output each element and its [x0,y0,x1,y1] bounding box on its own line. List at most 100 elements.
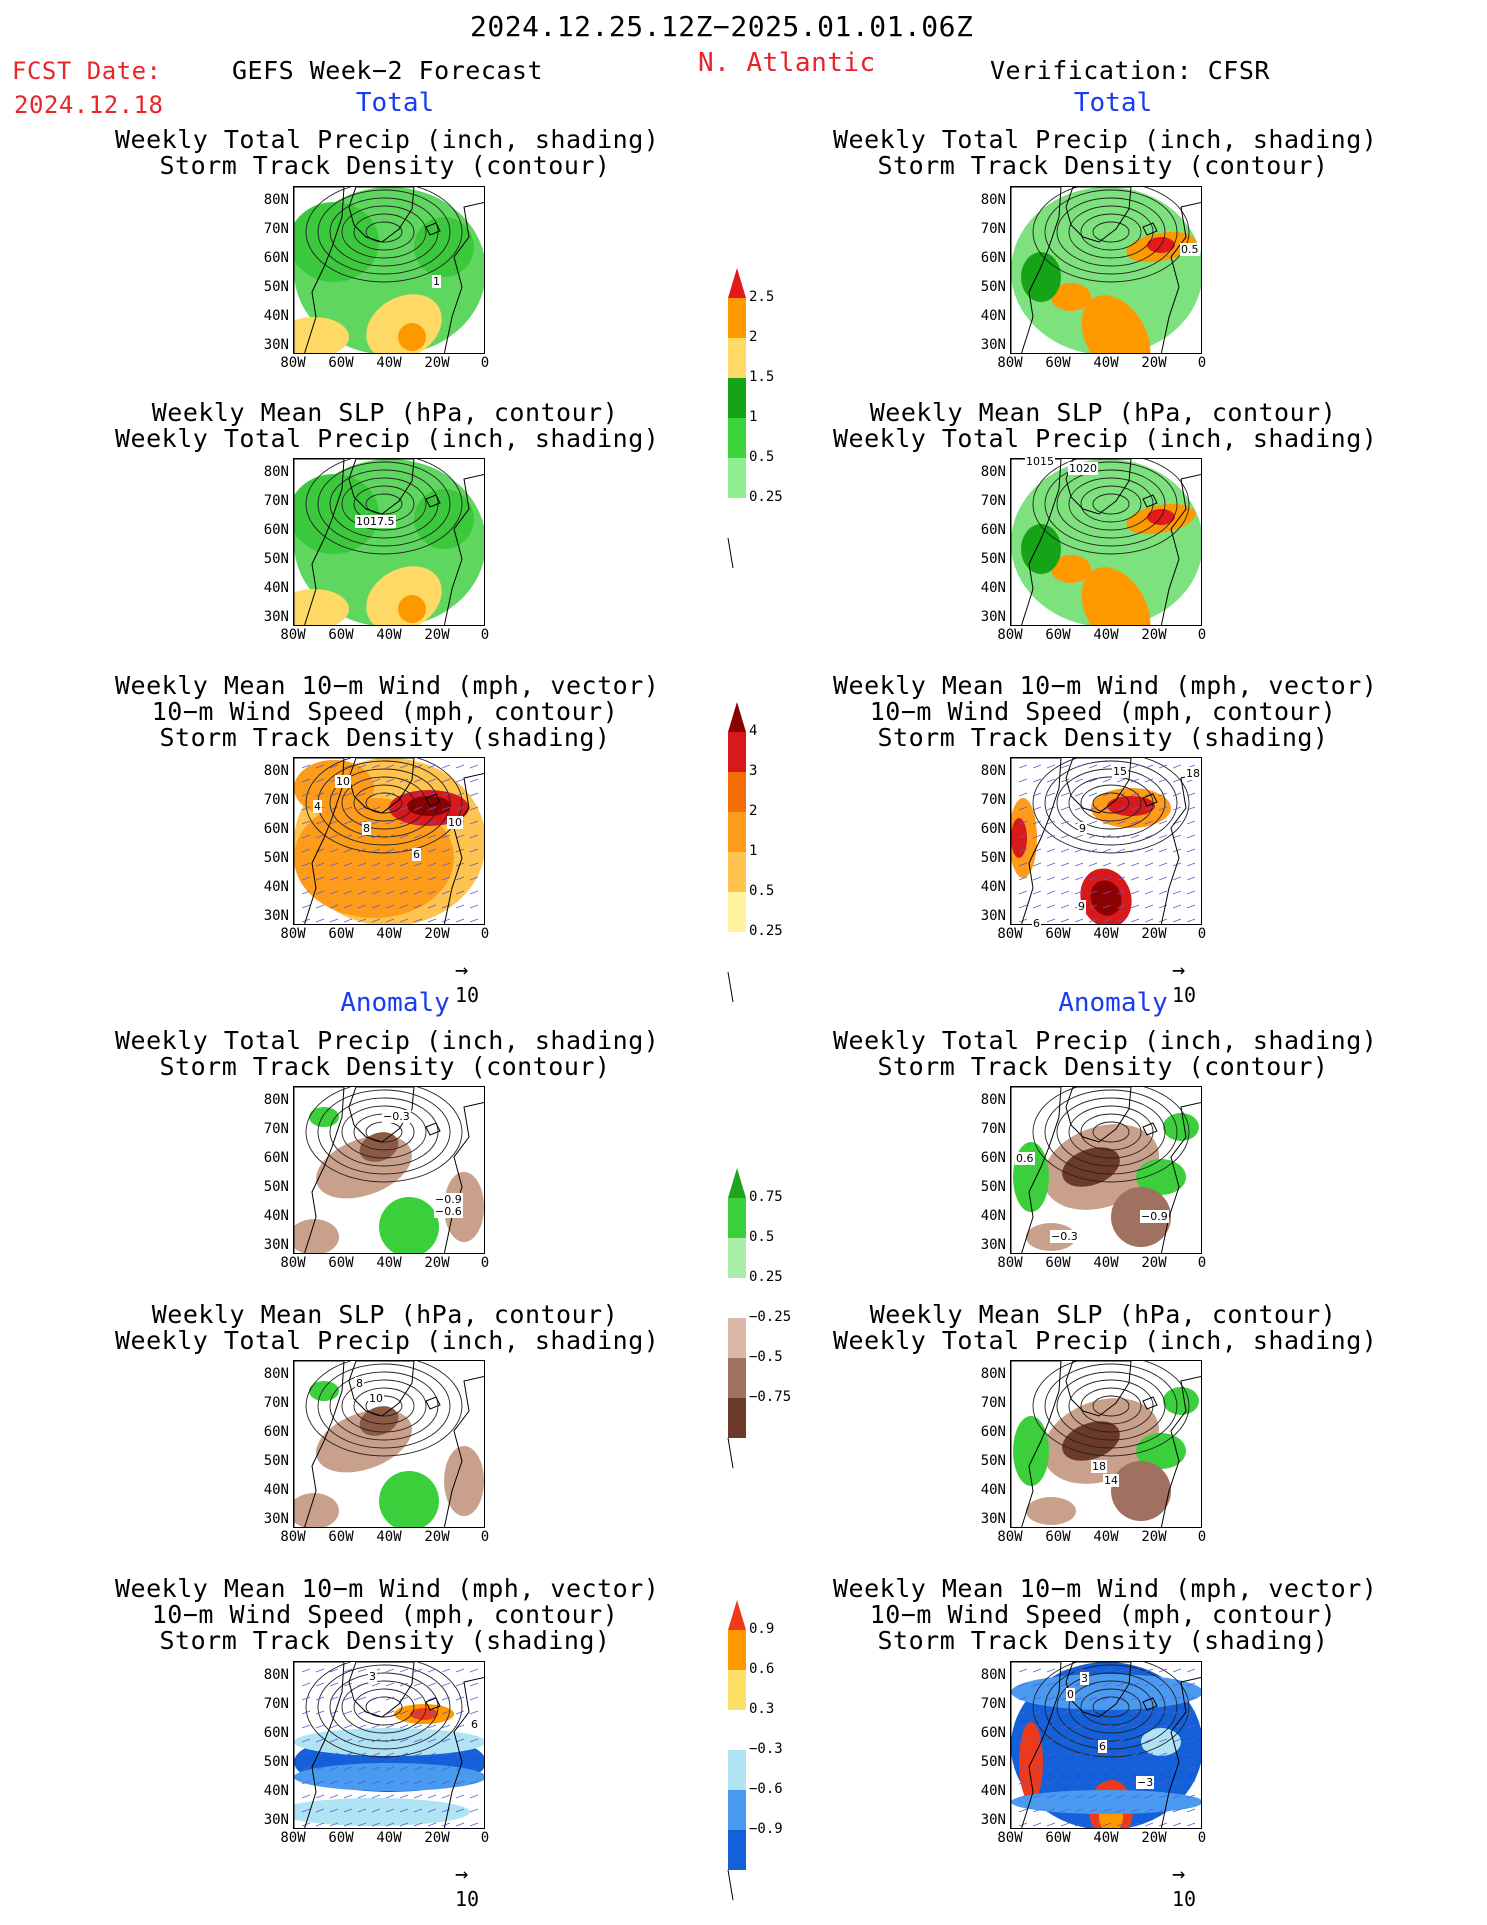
wind-vector [1102,890,1112,895]
wind-vector [343,1794,353,1799]
wind-vector [413,834,423,839]
wind-vector [1032,862,1042,867]
lat-tick-label: 50N [263,850,289,866]
coastline [1142,494,1158,508]
wind-vector [1088,904,1098,909]
fcst-date-value: 2024.12.18 [14,91,164,119]
colorbar-segment [728,1790,746,1830]
contour-line [317,189,451,275]
lat-tick-label: 60N [263,1725,289,1741]
wind-vector [455,1710,465,1715]
wind-vector [371,820,381,825]
wind-vector [315,1696,325,1701]
wind-vector [1130,1752,1140,1757]
wind-vector [1186,904,1196,909]
wind-vector [469,1668,479,1673]
wind-vector [301,1738,311,1743]
wind-vector [483,921,484,922]
wind-vector [1116,778,1126,783]
lat-tick-label: 80N [263,763,289,779]
wind-vector [469,1710,479,1715]
wind-vector [1046,1794,1056,1799]
contour-label: 1 [432,275,441,288]
wind-vector [455,834,465,839]
contour-line [305,1662,463,1758]
wind-vector [385,848,395,853]
wind-vector [1074,764,1084,769]
wind-vector [329,848,339,853]
contour-line [1068,205,1154,259]
lat-tick-label: 60N [263,821,289,837]
wind-vector [329,1794,339,1799]
wind-vector [357,1822,367,1827]
lon-tick-label: 40W [1093,1529,1119,1545]
coastline [294,758,345,924]
lat-tick-label: 80N [980,1092,1006,1108]
wind-vector [1144,1808,1154,1813]
wind-vector [1102,862,1112,867]
colorbar-segment [728,1630,746,1670]
colorbar-label: 0.5 [749,883,775,899]
wind-vector [455,876,465,881]
wind-vector [399,778,409,783]
wind-vector [483,1825,484,1826]
lat-tick-label: 30N [263,1812,289,1828]
wind-vector [357,918,367,923]
contour-label: 9 [1077,900,1086,913]
wind-vector [1074,792,1084,797]
shade-blob [1163,1113,1199,1141]
wind-vector [441,848,451,853]
wind-vector [483,879,484,880]
wind-vector [301,890,311,895]
wind-vector [1018,1766,1028,1771]
wind-vector [1046,1682,1056,1687]
map-canvas-r5 [1011,1361,1201,1527]
panel-title-l1: Weekly Total Precip (inch, shading) Storm… [115,125,660,180]
shade-blob [1051,283,1091,311]
wind-vector [1144,778,1154,783]
contour-label: 6 [470,1718,479,1731]
contour-label: 3 [1080,1672,1089,1685]
lat-tick-label: 30N [980,1812,1006,1828]
wind-vector [329,1738,339,1743]
contour-line [341,1680,427,1734]
wind-vector [427,876,437,881]
wind-vector [315,764,325,769]
lat-tick-label: 70N [980,1696,1006,1712]
wind-vector [1200,865,1201,866]
lat-tick-label: 40N [980,1208,1006,1224]
wind-vector [385,1724,395,1729]
coastline [443,1375,484,1527]
wind-vector [329,1696,339,1701]
wind-vector [427,820,437,825]
coastline [425,1396,441,1410]
wind-vector [441,862,451,867]
wind-vector [455,890,465,895]
wind-vector [301,876,311,881]
wind-vector [315,1822,325,1827]
wind-vector [1130,1822,1140,1827]
wind-vector [1144,862,1154,867]
wind-vector [1158,1794,1168,1799]
wind-vector [469,1738,479,1743]
wind-vector [1144,1696,1154,1701]
wind-vector [371,834,381,839]
wind-vector [399,806,409,811]
contour-label: 8 [355,1377,364,1390]
coastline [443,201,484,353]
coastline [1160,1375,1201,1527]
lat-tick-label: 70N [980,221,1006,237]
wind-vector [1060,1780,1070,1785]
wind-vector [301,764,311,769]
wind-vector [1060,862,1070,867]
map-canvas-r3 [1011,758,1201,924]
wind-vector [483,907,484,908]
wind-vector [1032,890,1042,895]
section-anomaly-right: Anomaly [1058,988,1168,1018]
panel-title-r6: Weekly Mean 10−m Wind (mph, vector) 10−m … [833,1574,1378,1655]
coastline [1011,1361,1062,1527]
wind-vector [1116,1682,1126,1687]
wind-vector [469,1780,479,1785]
colorbar-cap [728,268,746,298]
wind-vector [1130,820,1140,825]
